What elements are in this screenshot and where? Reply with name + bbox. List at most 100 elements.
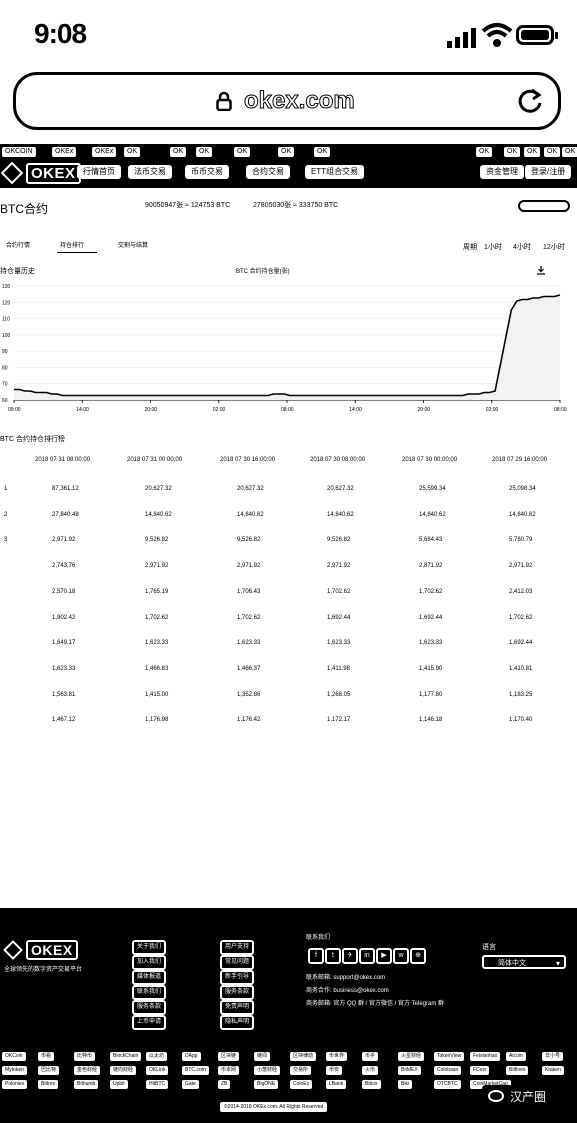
partner-link[interactable]: 火币 [362, 1066, 379, 1075]
partner-link[interactable]: 非小号 [542, 1052, 564, 1061]
partner-link[interactable]: BigONE [254, 1080, 279, 1089]
partner-link[interactable]: 比特币 [74, 1052, 96, 1061]
partner-link[interactable]: 巴比特 [38, 1066, 60, 1075]
partner-link[interactable]: 链向财经 [110, 1066, 137, 1075]
partner-link[interactable]: LBank [326, 1080, 347, 1089]
partner-link[interactable]: 币安 [326, 1066, 343, 1075]
partner-link[interactable]: OTCBTC [434, 1080, 461, 1089]
partner-link[interactable]: Upbit [110, 1080, 128, 1089]
social-icon[interactable]: in [359, 948, 375, 964]
nav-ett-trading[interactable]: ETT组合交易 [305, 165, 365, 179]
address-bar[interactable]: okex.com [13, 72, 561, 130]
partner-link[interactable]: Gate [182, 1080, 199, 1089]
partner-link[interactable]: 小葱财经 [254, 1066, 281, 1075]
footer-link[interactable]: 常见问题 [220, 955, 255, 970]
nav-spot-trading[interactable]: 币币交易 [185, 165, 229, 179]
table-cell: 1,702.62 [327, 588, 351, 595]
footer-link[interactable]: 关于我们 [132, 940, 167, 955]
top-link[interactable]: OK [314, 147, 331, 157]
footer-link[interactable]: 上币申请 [132, 1015, 167, 1030]
partner-link[interactable]: HitBTC [146, 1080, 169, 1089]
partner-link[interactable]: CoinMarketCap [470, 1080, 511, 1089]
top-link[interactable]: OKEx [92, 147, 117, 157]
partner-link[interactable]: Bittrex [38, 1080, 59, 1089]
top-link[interactable]: OK [278, 147, 295, 157]
top-link[interactable]: OK [170, 147, 187, 157]
footer-link[interactable]: 隐私声明 [220, 1015, 255, 1030]
partner-link[interactable]: DApp [182, 1052, 201, 1061]
partner-link[interactable]: TokenView [434, 1052, 465, 1061]
partner-link[interactable]: 火星财经 [398, 1052, 425, 1061]
partner-link[interactable]: ZB [218, 1080, 231, 1089]
partner-link[interactable]: BitMEX [398, 1066, 421, 1075]
top-link[interactable]: OKCOIN [2, 147, 36, 157]
top-link[interactable]: OK [234, 147, 251, 157]
language-select[interactable]: 简体中文 [482, 955, 566, 971]
footer-link[interactable]: 用户支持 [220, 940, 255, 955]
top-link[interactable]: OK [124, 147, 141, 157]
partner-link[interactable]: Mytoken [2, 1066, 27, 1075]
partner-link[interactable]: 交易所 [290, 1066, 312, 1075]
partner-link[interactable]: BTC.com [182, 1066, 209, 1075]
footer-logo[interactable]: OKEX [3, 940, 78, 960]
partner-link[interactable]: Poloniex [2, 1080, 28, 1089]
okex-logo[interactable]: OKEX [0, 161, 81, 185]
nav-markets[interactable]: 行情首页 [77, 165, 121, 179]
download-icon[interactable] [536, 265, 546, 275]
footer-link[interactable]: 服务条款 [220, 985, 255, 1000]
social-icon[interactable]: t [325, 948, 341, 964]
reload-icon[interactable] [516, 87, 544, 115]
social-icon[interactable]: w [393, 948, 409, 964]
nav-futures-trading[interactable]: 合约交易 [246, 165, 290, 179]
top-link[interactable]: OK [562, 147, 577, 157]
top-link[interactable]: OK [544, 147, 561, 157]
footer-link[interactable]: 新手引导 [220, 970, 255, 985]
partner-link[interactable]: Coinbase [434, 1066, 462, 1075]
top-link[interactable]: OK [196, 147, 213, 157]
range-1h[interactable]: 1小时 [484, 244, 502, 251]
partner-link[interactable]: FCoin [470, 1066, 490, 1075]
top-link[interactable]: OK [524, 147, 541, 157]
top-link[interactable]: OKEx [52, 147, 77, 157]
nav-fiat-trading[interactable]: 法币交易 [128, 165, 172, 179]
partner-link[interactable]: Aicoin [506, 1052, 526, 1061]
partner-link[interactable]: Biki [398, 1080, 413, 1089]
footer-link[interactable]: 免责声明 [220, 1000, 255, 1015]
partner-link[interactable]: 区块律动 [290, 1052, 317, 1061]
partner-link[interactable]: 币世界 [326, 1052, 348, 1061]
top-link[interactable]: OK [504, 147, 521, 157]
partner-link[interactable]: 以太坊 [146, 1052, 168, 1061]
footer-link[interactable]: 媒体报道 [132, 970, 167, 985]
partner-link[interactable]: Feixiaohao [470, 1052, 501, 1061]
social-icon[interactable]: ⊕ [410, 948, 426, 964]
partner-link[interactable]: Kraken [542, 1066, 564, 1075]
partner-link[interactable]: BlockChain [110, 1052, 142, 1061]
range-12h[interactable]: 12小时 [543, 244, 565, 251]
partner-link[interactable]: 链闻 [254, 1052, 271, 1061]
partner-link[interactable]: 币本网 [218, 1066, 240, 1075]
footer-link[interactable]: 加入我们 [132, 955, 167, 970]
range-4h[interactable]: 4小时 [513, 244, 531, 251]
social-icon[interactable]: ▶ [376, 948, 392, 964]
nav-assets[interactable]: 资金管理 [480, 165, 524, 179]
social-icon[interactable]: ✈ [342, 948, 358, 964]
partner-link[interactable]: OKCoin [2, 1052, 26, 1061]
footer-link[interactable]: 服务条款 [132, 1000, 167, 1015]
partner-link[interactable]: Bitfinex [506, 1066, 529, 1075]
partner-link[interactable]: Bithumb [74, 1080, 99, 1089]
partner-link[interactable]: CoinEx [290, 1080, 313, 1089]
partner-link[interactable]: OKLink [146, 1066, 169, 1075]
partner-link[interactable]: Bibox [362, 1080, 381, 1089]
partner-link[interactable]: 金色财经 [74, 1066, 101, 1075]
tab-position-ranking[interactable]: 持仓排行 [60, 243, 85, 249]
social-icon[interactable]: f [308, 948, 324, 964]
tab-market[interactable]: 合约行情 [6, 243, 31, 249]
partner-link[interactable]: 币看 [38, 1052, 55, 1061]
partner-link[interactable]: 区块链 [218, 1052, 240, 1061]
tab-delivery[interactable]: 交割与结算 [118, 243, 149, 249]
footer-link[interactable]: 联系我们 [132, 985, 167, 1000]
top-link[interactable]: OK [476, 147, 493, 157]
settings-toggle[interactable] [518, 200, 570, 212]
nav-login[interactable]: 登录/注册 [525, 165, 572, 179]
partner-link[interactable]: 币乎 [362, 1052, 379, 1061]
